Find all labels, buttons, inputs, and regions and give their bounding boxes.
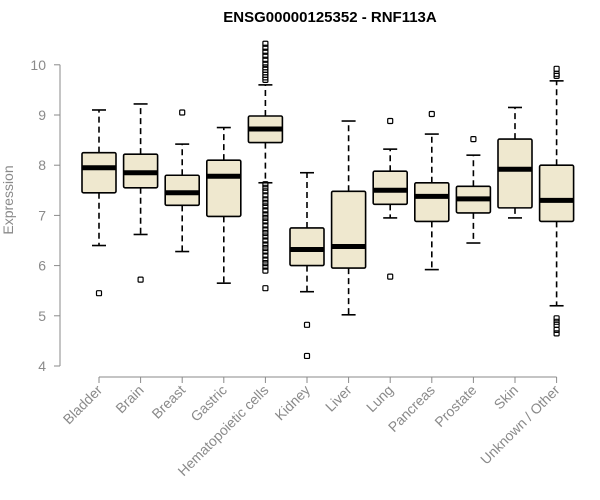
outlier-point [387, 117, 394, 125]
outlier-point [262, 222, 269, 229]
outlier-point [262, 44, 269, 51]
outlier-point [262, 256, 269, 263]
outlier-point [553, 72, 560, 79]
outlier-point [137, 276, 144, 283]
outlier-point [470, 135, 477, 143]
outlier-point [262, 192, 269, 199]
outlier-point [262, 40, 269, 47]
outlier-point [262, 244, 269, 252]
outlier-point [262, 184, 269, 191]
box-group [164, 109, 200, 253]
x-tick-label: Prostate [431, 382, 479, 430]
outlier-point [262, 56, 269, 63]
outlier-point [262, 241, 269, 248]
outlier-point [262, 237, 269, 244]
outlier-point [262, 196, 269, 203]
x-tick-label: Kidney [272, 382, 314, 424]
y-tick-label: 6 [38, 258, 46, 274]
box-group [122, 103, 159, 283]
outlier-point [262, 248, 269, 255]
outlier-point [553, 65, 560, 72]
boxes-group [81, 40, 575, 360]
box-iqr [372, 170, 409, 206]
y-tick-label: 7 [38, 207, 46, 223]
y-tick-label: 10 [30, 57, 46, 73]
y-axis: 4 5 6 7 8 9 10 [30, 57, 61, 374]
box-group [372, 117, 409, 280]
y-axis-label: Expression [0, 165, 16, 234]
outlier-point [262, 263, 269, 270]
x-tick-label: Lung [363, 382, 396, 415]
box-iqr [413, 181, 450, 223]
box-group [413, 110, 450, 271]
box-group [289, 171, 325, 360]
outlier-point [262, 218, 269, 225]
outlier-point [262, 285, 269, 292]
outlier-point [262, 267, 269, 274]
outlier-point [262, 233, 269, 240]
outlier-point [553, 318, 560, 325]
box-group [81, 109, 117, 297]
outlier-point [262, 76, 269, 83]
x-tick-label: Bladder [60, 382, 106, 428]
outlier-point [262, 203, 269, 210]
outlier-point [262, 181, 269, 188]
outlier-point [553, 326, 560, 333]
outlier-point [262, 60, 269, 67]
outlier-point [262, 211, 269, 218]
box-iqr [206, 159, 242, 218]
box-iqr [330, 190, 367, 269]
x-tick-label: Liver [322, 382, 355, 415]
box-group [247, 40, 284, 292]
box-group [206, 126, 242, 284]
box-iqr [538, 164, 575, 223]
box-group [455, 135, 492, 244]
outlier-point [262, 214, 269, 222]
outlier-point [553, 330, 560, 337]
x-tick-label: Skin [491, 382, 522, 413]
outlier-point [303, 321, 311, 328]
box-iqr [164, 174, 200, 207]
box-group [330, 120, 367, 316]
box-iqr [81, 151, 117, 194]
outlier-point [262, 229, 269, 237]
outlier-point [262, 207, 269, 214]
outlier-point [262, 259, 269, 267]
outlier-point [262, 52, 269, 59]
outlier-point [262, 226, 269, 233]
outlier-point [428, 110, 435, 118]
y-tick-label: 4 [38, 358, 46, 374]
outlier-point [262, 199, 269, 206]
x-tick-label: Breast [148, 382, 188, 422]
x-tick-label: Brain [112, 382, 146, 416]
x-tick-label: Unknown / Other [477, 382, 563, 468]
box-group [497, 106, 533, 219]
outlier-point [553, 315, 560, 322]
outlier-point [95, 290, 103, 297]
outlier-point [387, 273, 394, 280]
y-tick-label: 5 [38, 308, 46, 324]
outlier-point [179, 109, 186, 116]
chart-title: ENSG00000125352 - RNF113A [223, 9, 437, 26]
outlier-point [262, 252, 269, 259]
box-iqr [289, 227, 325, 267]
box-iqr [497, 138, 533, 209]
outlier-point [262, 48, 269, 55]
outlier-point [303, 352, 311, 360]
y-tick-label: 8 [38, 157, 46, 173]
outlier-point [262, 188, 269, 195]
box-group [538, 65, 575, 337]
y-tick-label: 9 [38, 107, 46, 123]
